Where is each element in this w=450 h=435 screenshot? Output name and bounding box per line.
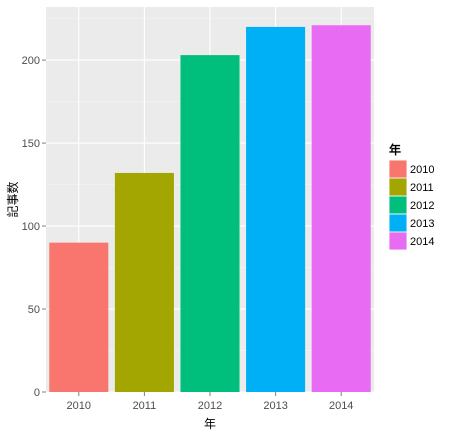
bar-2014: [311, 25, 371, 393]
x-tick-label: 2011: [133, 400, 157, 412]
bar-2010: [49, 242, 109, 392]
legend-label-2012: 2012: [410, 200, 434, 212]
y-tick-label: 50: [28, 304, 40, 316]
bar-2011: [114, 172, 174, 392]
y-axis-title: 記事数: [5, 181, 20, 217]
x-tick-label: 2010: [67, 400, 91, 412]
y-tick-label: 150: [22, 138, 40, 150]
x-tick-label: 2013: [263, 400, 287, 412]
legend: 年 2010 2011 2012 2013 2014: [389, 142, 434, 250]
legend-label-2013: 2013: [410, 218, 434, 230]
legend-swatch-2010: [389, 160, 407, 178]
legend-title: 年: [389, 142, 401, 157]
x-tick-label: 2014: [329, 400, 353, 412]
legend-label-2014: 2014: [410, 236, 434, 248]
legend-swatch-2011: [389, 178, 407, 196]
legend-label-2010: 2010: [410, 164, 434, 176]
y-tick-label: 200: [22, 55, 40, 67]
legend-swatch-2014: [389, 232, 407, 250]
legend-swatch-2012: [389, 196, 407, 214]
x-tick-label: 2012: [198, 400, 222, 412]
x-axis-title: 年: [204, 417, 216, 431]
y-axis-ticks: 0 50 100 150 200: [22, 55, 46, 399]
y-tick-label: 100: [22, 221, 40, 233]
y-tick-label: 0: [34, 387, 40, 399]
legend-label-2011: 2011: [410, 182, 434, 194]
bar-2012: [180, 55, 240, 392]
legend-swatch-2013: [389, 214, 407, 232]
x-axis-ticks: 2010 2011 2012 2013 2014: [67, 392, 353, 412]
bar-2013: [246, 26, 306, 393]
bars: [49, 25, 371, 393]
